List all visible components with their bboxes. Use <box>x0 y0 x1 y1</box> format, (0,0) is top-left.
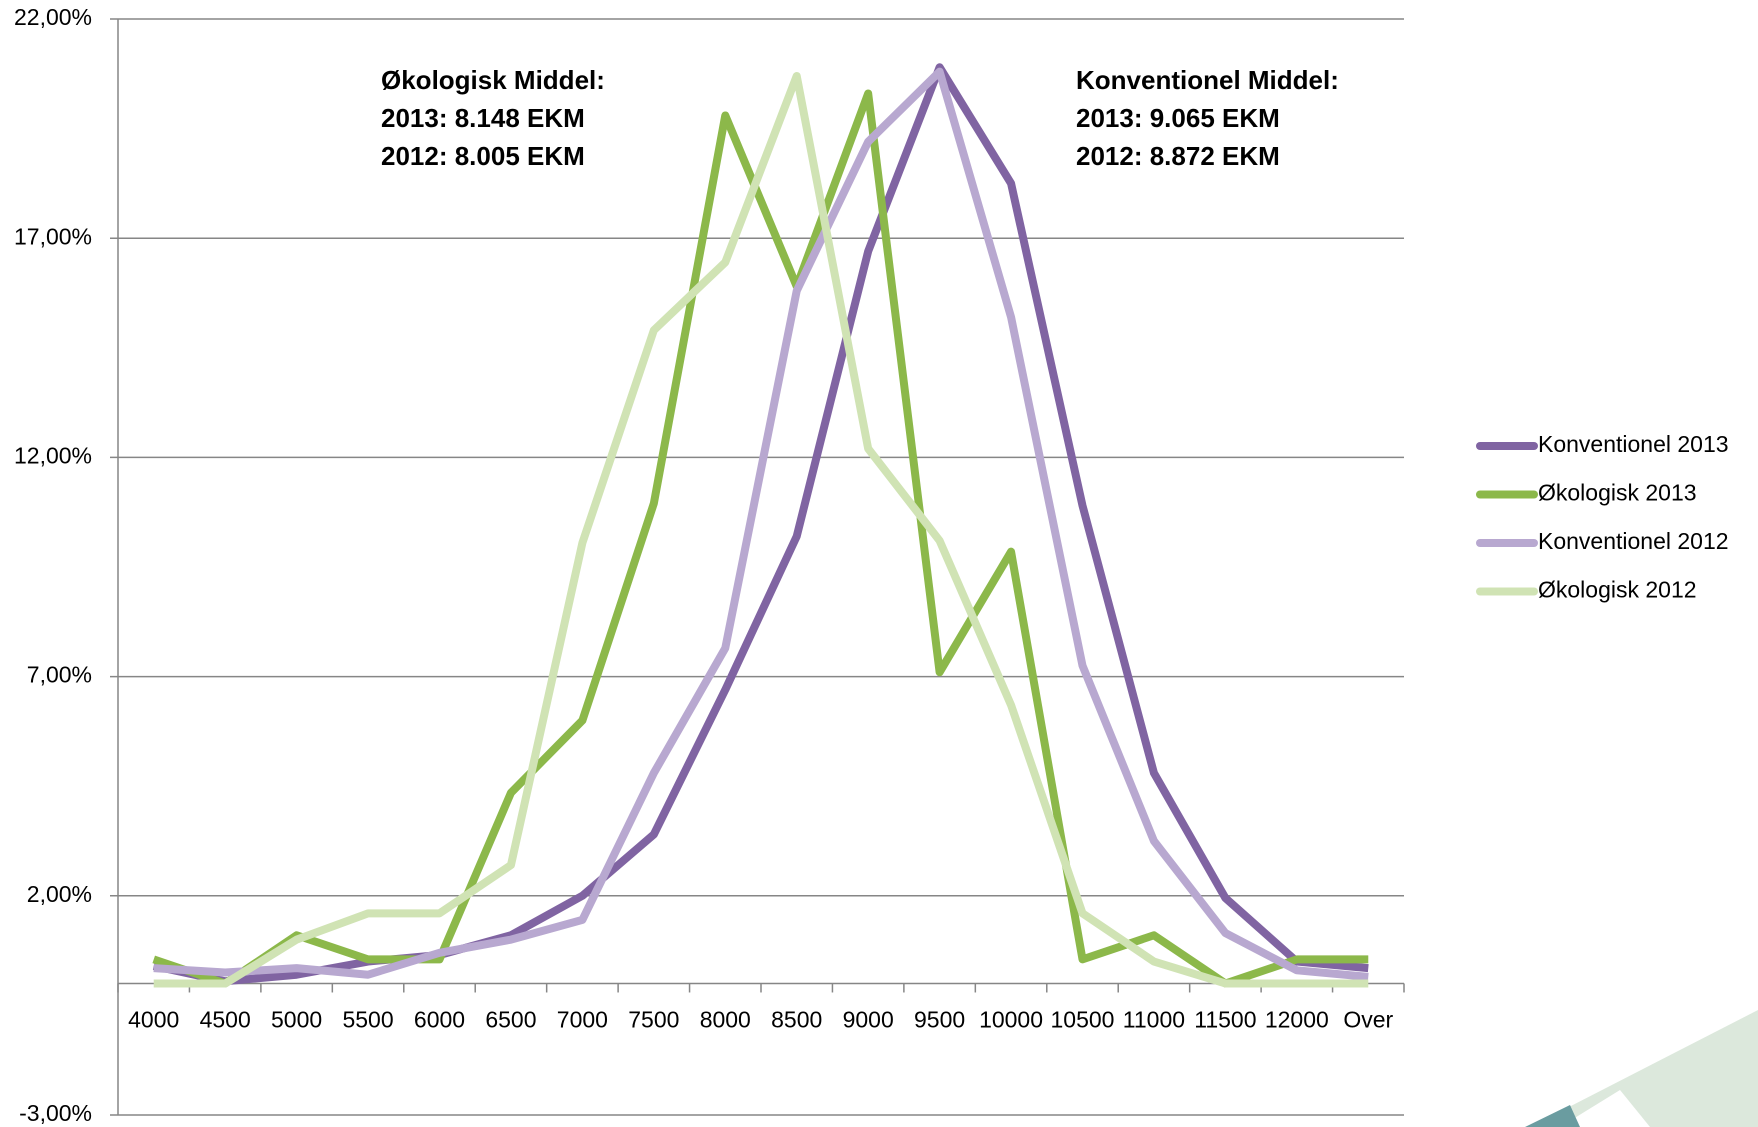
annotation: 2013: 8.148 EKM <box>381 103 585 133</box>
y-tick-label: 2,00% <box>27 881 92 907</box>
series-line <box>152 89 1369 988</box>
x-tick-label: 12000 <box>1265 1007 1329 1033</box>
y-tick-label: -3,00% <box>19 1100 92 1126</box>
x-tick-label: 7000 <box>557 1007 608 1033</box>
x-tick-label: 8000 <box>700 1007 751 1033</box>
x-tick-label: 8500 <box>771 1007 822 1033</box>
series-line <box>152 63 1369 986</box>
corner-decoration <box>1525 1010 1758 1127</box>
x-tick-label: 5500 <box>342 1007 393 1033</box>
x-tick-label: 7500 <box>628 1007 679 1033</box>
y-tick-label: 22,00% <box>14 4 92 30</box>
series-line <box>153 67 1369 981</box>
annotation: 2013: 9.065 EKM <box>1076 103 1280 133</box>
annotation: Økologisk Middel: <box>381 65 605 95</box>
legend-label: Konventionel 2013 <box>1538 431 1729 457</box>
legend-label: Økologisk 2012 <box>1538 577 1697 603</box>
y-tick-label: 7,00% <box>27 662 92 688</box>
legend-label: Økologisk 2013 <box>1538 480 1697 506</box>
x-tick-label: 11000 <box>1123 1007 1185 1033</box>
x-tick-label: 10000 <box>979 1007 1043 1033</box>
legend-label: Konventionel 2012 <box>1538 528 1729 554</box>
y-tick-label: 17,00% <box>14 223 92 249</box>
x-tick-label: Over <box>1343 1007 1393 1033</box>
x-tick-label: 6000 <box>414 1007 465 1033</box>
y-tick-label: 12,00% <box>14 442 92 468</box>
annotation: 2012: 8.872 EKM <box>1076 141 1280 171</box>
x-tick-label: 10500 <box>1051 1007 1115 1033</box>
x-tick-label: 4000 <box>128 1007 179 1033</box>
x-tick-label: 4500 <box>200 1007 251 1033</box>
annotation: 2012: 8.005 EKM <box>381 141 585 171</box>
x-tick-label: 5000 <box>271 1007 322 1033</box>
x-tick-label: 6500 <box>485 1007 536 1033</box>
series-line <box>153 71 1369 988</box>
x-tick-label: 11500 <box>1194 1007 1256 1033</box>
x-tick-label: 9000 <box>843 1007 894 1033</box>
x-tick-label: 9500 <box>914 1007 965 1033</box>
annotation: Konventionel Middel: <box>1076 65 1339 95</box>
